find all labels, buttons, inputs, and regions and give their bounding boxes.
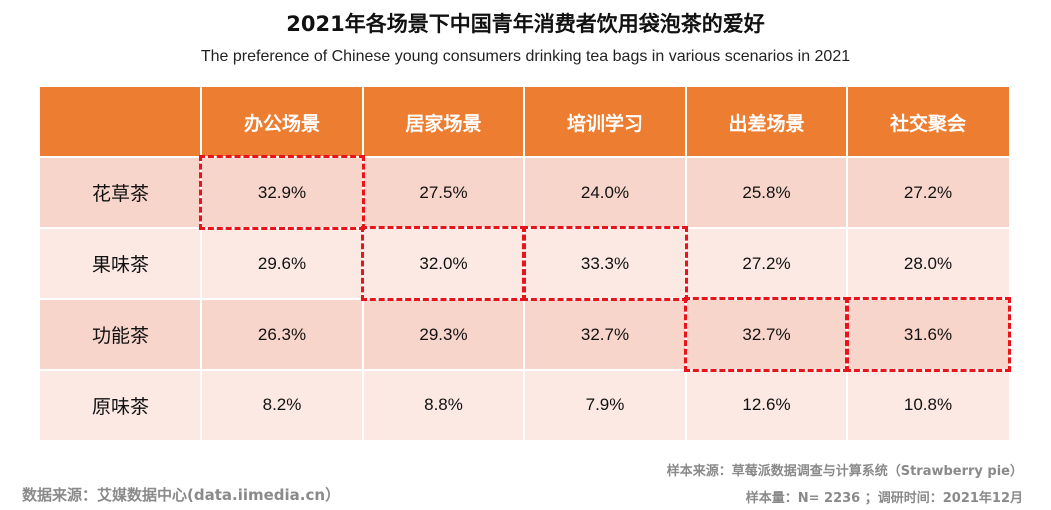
chart-title: 2021年各场景下中国青年消费者饮用袋泡茶的爱好 — [286, 12, 765, 36]
column-divider — [200, 87, 202, 440]
value-cell: 27.2% — [686, 228, 847, 299]
row-divider — [40, 156, 1009, 158]
header-corner-cell — [40, 87, 201, 157]
value-cell: 27.2% — [847, 157, 1009, 228]
value-cell: 28.0% — [847, 228, 1009, 299]
value-cell: 33.3% — [524, 228, 686, 299]
chart-subtitle: The preference of Chinese young consumer… — [200, 48, 851, 65]
value-cell: 32.7% — [524, 299, 686, 370]
column-divider — [685, 87, 687, 440]
value-cell: 10.8% — [847, 370, 1009, 440]
value-cell: 8.2% — [201, 370, 363, 440]
value-cell: 12.6% — [686, 370, 847, 440]
value-cell: 7.9% — [524, 370, 686, 440]
value-cell: 31.6% — [847, 299, 1009, 370]
value-cell: 25.8% — [686, 157, 847, 228]
value-cell: 24.0% — [524, 157, 686, 228]
value-cell: 29.3% — [363, 299, 524, 370]
value-cell: 27.5% — [363, 157, 524, 228]
row-label: 花草茶 — [40, 157, 201, 228]
sample-size: 样本量：N= 2236 ；调研时间：2021年12月 — [745, 491, 1023, 506]
value-cell: 8.8% — [363, 370, 524, 440]
row-divider — [40, 227, 1009, 229]
column-divider — [523, 87, 525, 440]
column-header: 社交聚会 — [847, 87, 1009, 157]
value-cell: 29.6% — [201, 228, 363, 299]
row-label: 原味茶 — [40, 370, 201, 440]
column-header: 居家场景 — [363, 87, 524, 157]
sample-source: 样本来源：草莓派数据调查与计算系统（Strawberry pie） — [666, 464, 1023, 479]
column-header: 出差场景 — [686, 87, 847, 157]
column-header: 办公场景 — [201, 87, 363, 157]
value-cell: 32.9% — [201, 157, 363, 228]
preference-table: 办公场景 居家场景 培训学习 出差场景 社交聚会花草茶 32.9% 27.5% 24.0% 25… — [40, 87, 1011, 440]
value-cell: 32.7% — [686, 299, 847, 370]
column-divider — [362, 87, 364, 440]
value-cell: 32.0% — [363, 228, 524, 299]
data-source: 数据来源：艾媒数据中心(data.iimedia.cn） — [22, 486, 341, 504]
row-label: 功能茶 — [40, 299, 201, 370]
row-label: 果味茶 — [40, 228, 201, 299]
value-cell: 26.3% — [201, 299, 363, 370]
column-header: 培训学习 — [524, 87, 686, 157]
row-divider — [40, 369, 1009, 371]
column-divider — [846, 87, 848, 440]
row-divider — [40, 298, 1009, 300]
